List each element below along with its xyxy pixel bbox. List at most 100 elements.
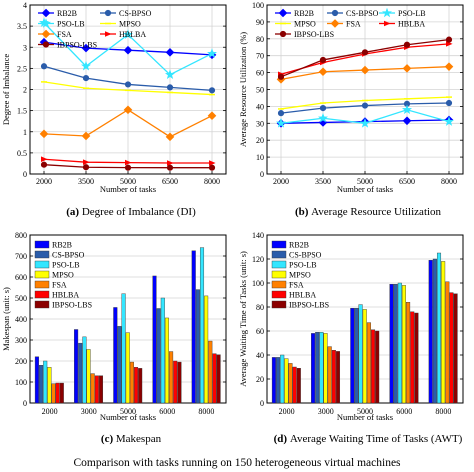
bar	[375, 330, 380, 404]
legend-swatch	[34, 300, 50, 309]
point-marker	[123, 105, 133, 115]
y-axis-label: Makespan (unit: s)	[1, 287, 11, 351]
bar	[43, 360, 48, 404]
bar	[134, 367, 139, 404]
bar	[397, 282, 402, 404]
legend-swatch	[34, 240, 50, 249]
x-tick-label: 8000	[204, 177, 220, 186]
point-marker	[208, 87, 216, 94]
bar	[406, 302, 411, 404]
y-tick-label: 100	[252, 279, 264, 288]
panel-title: (a) Degree of Imbalance (DI)	[66, 206, 196, 218]
legend-label: FSA	[289, 281, 304, 290]
y-axis-label: Degree of Imbalance	[1, 54, 11, 125]
x-tick-label: 5000	[357, 177, 373, 186]
point-marker	[443, 116, 455, 126]
bar	[94, 375, 99, 404]
bar	[414, 312, 419, 404]
legend-swatch	[34, 260, 50, 269]
legend-label: CS-BPSO	[52, 251, 85, 260]
legend-label: FSA	[346, 20, 361, 29]
point-marker	[124, 81, 132, 88]
bar	[366, 322, 371, 404]
bar	[393, 284, 398, 404]
legend-swatch	[34, 290, 50, 299]
bar	[169, 351, 174, 404]
y-tick-label: 1.5	[17, 107, 27, 116]
x-tick-label: 6000	[159, 407, 175, 416]
y-tick-label: 0	[260, 170, 264, 179]
x-tick-label: 3000	[81, 407, 97, 416]
panel-label: (c)	[101, 433, 116, 445]
legend-label: MPSO	[289, 271, 311, 280]
y-tick-label: 60	[256, 69, 264, 78]
panel-title-text: Average Waiting Time of Tasks (AWT)	[290, 433, 463, 445]
panel-title: (c) Makespan	[101, 433, 162, 445]
point-marker	[40, 161, 48, 168]
x-tick-label: 8000	[441, 177, 457, 186]
y-tick-label: 3	[23, 43, 27, 52]
bar	[51, 383, 56, 404]
y-tick-label: 300	[15, 336, 27, 345]
bar	[331, 350, 336, 404]
point-marker	[41, 8, 51, 18]
y-axis-label: Average Resource Utilization (%)	[238, 32, 248, 147]
y-tick-label: 800	[15, 231, 27, 240]
point-marker	[42, 41, 50, 48]
legend-swatch	[34, 270, 50, 279]
point-marker	[167, 160, 174, 166]
legend-label: CS-BPSO	[346, 9, 379, 18]
bar	[59, 382, 64, 404]
bar	[152, 275, 157, 404]
legend-swatch	[34, 250, 50, 259]
y-tick-label: 500	[15, 294, 27, 303]
bar	[296, 368, 301, 404]
bar	[138, 368, 143, 404]
bar	[389, 284, 394, 404]
bar	[284, 358, 289, 404]
x-axis-label: Number of tasks	[100, 184, 156, 194]
bar	[129, 361, 134, 404]
bar	[199, 247, 205, 404]
legend-label: CS-BPSO	[289, 251, 322, 260]
x-tick-label: 2000	[42, 407, 58, 416]
legend-label: IBPSO-LBS	[57, 41, 97, 50]
bar	[271, 357, 276, 404]
y-tick-label: 30	[256, 119, 264, 128]
bar	[362, 309, 367, 404]
point-marker	[401, 104, 413, 115]
point-marker	[82, 74, 90, 82]
point-marker	[319, 104, 327, 112]
panel-title-text: Makespan	[116, 433, 162, 445]
bar	[34, 356, 39, 404]
y-tick-label: 4	[23, 1, 27, 10]
y-tick-label: 120	[252, 255, 264, 264]
bar	[177, 361, 182, 404]
point-marker	[275, 118, 287, 128]
bar	[86, 349, 91, 404]
x-tick-label: 3500	[78, 177, 94, 186]
legend-swatch	[271, 260, 287, 269]
legend-label: FSA	[57, 30, 72, 39]
x-axis-label: Number of tasks	[337, 412, 393, 422]
point-marker	[317, 112, 329, 123]
y-tick-label: 20	[256, 136, 264, 145]
bar	[78, 342, 83, 404]
bar	[212, 353, 217, 404]
x-tick-label: 8000	[198, 407, 214, 416]
y-tick-label: 0	[23, 170, 27, 179]
bar	[288, 363, 293, 404]
y-tick-label: 10	[256, 153, 264, 162]
x-tick-label: 3500	[315, 177, 331, 186]
point-marker	[165, 48, 175, 57]
legend-label: RB2B	[57, 9, 77, 18]
bar	[354, 308, 359, 404]
bar	[39, 365, 44, 404]
bar	[327, 346, 332, 404]
bar	[121, 293, 126, 404]
bar	[276, 357, 281, 404]
bar	[113, 307, 118, 404]
point-marker	[445, 99, 453, 107]
legend-label: HBLBA	[289, 291, 316, 300]
